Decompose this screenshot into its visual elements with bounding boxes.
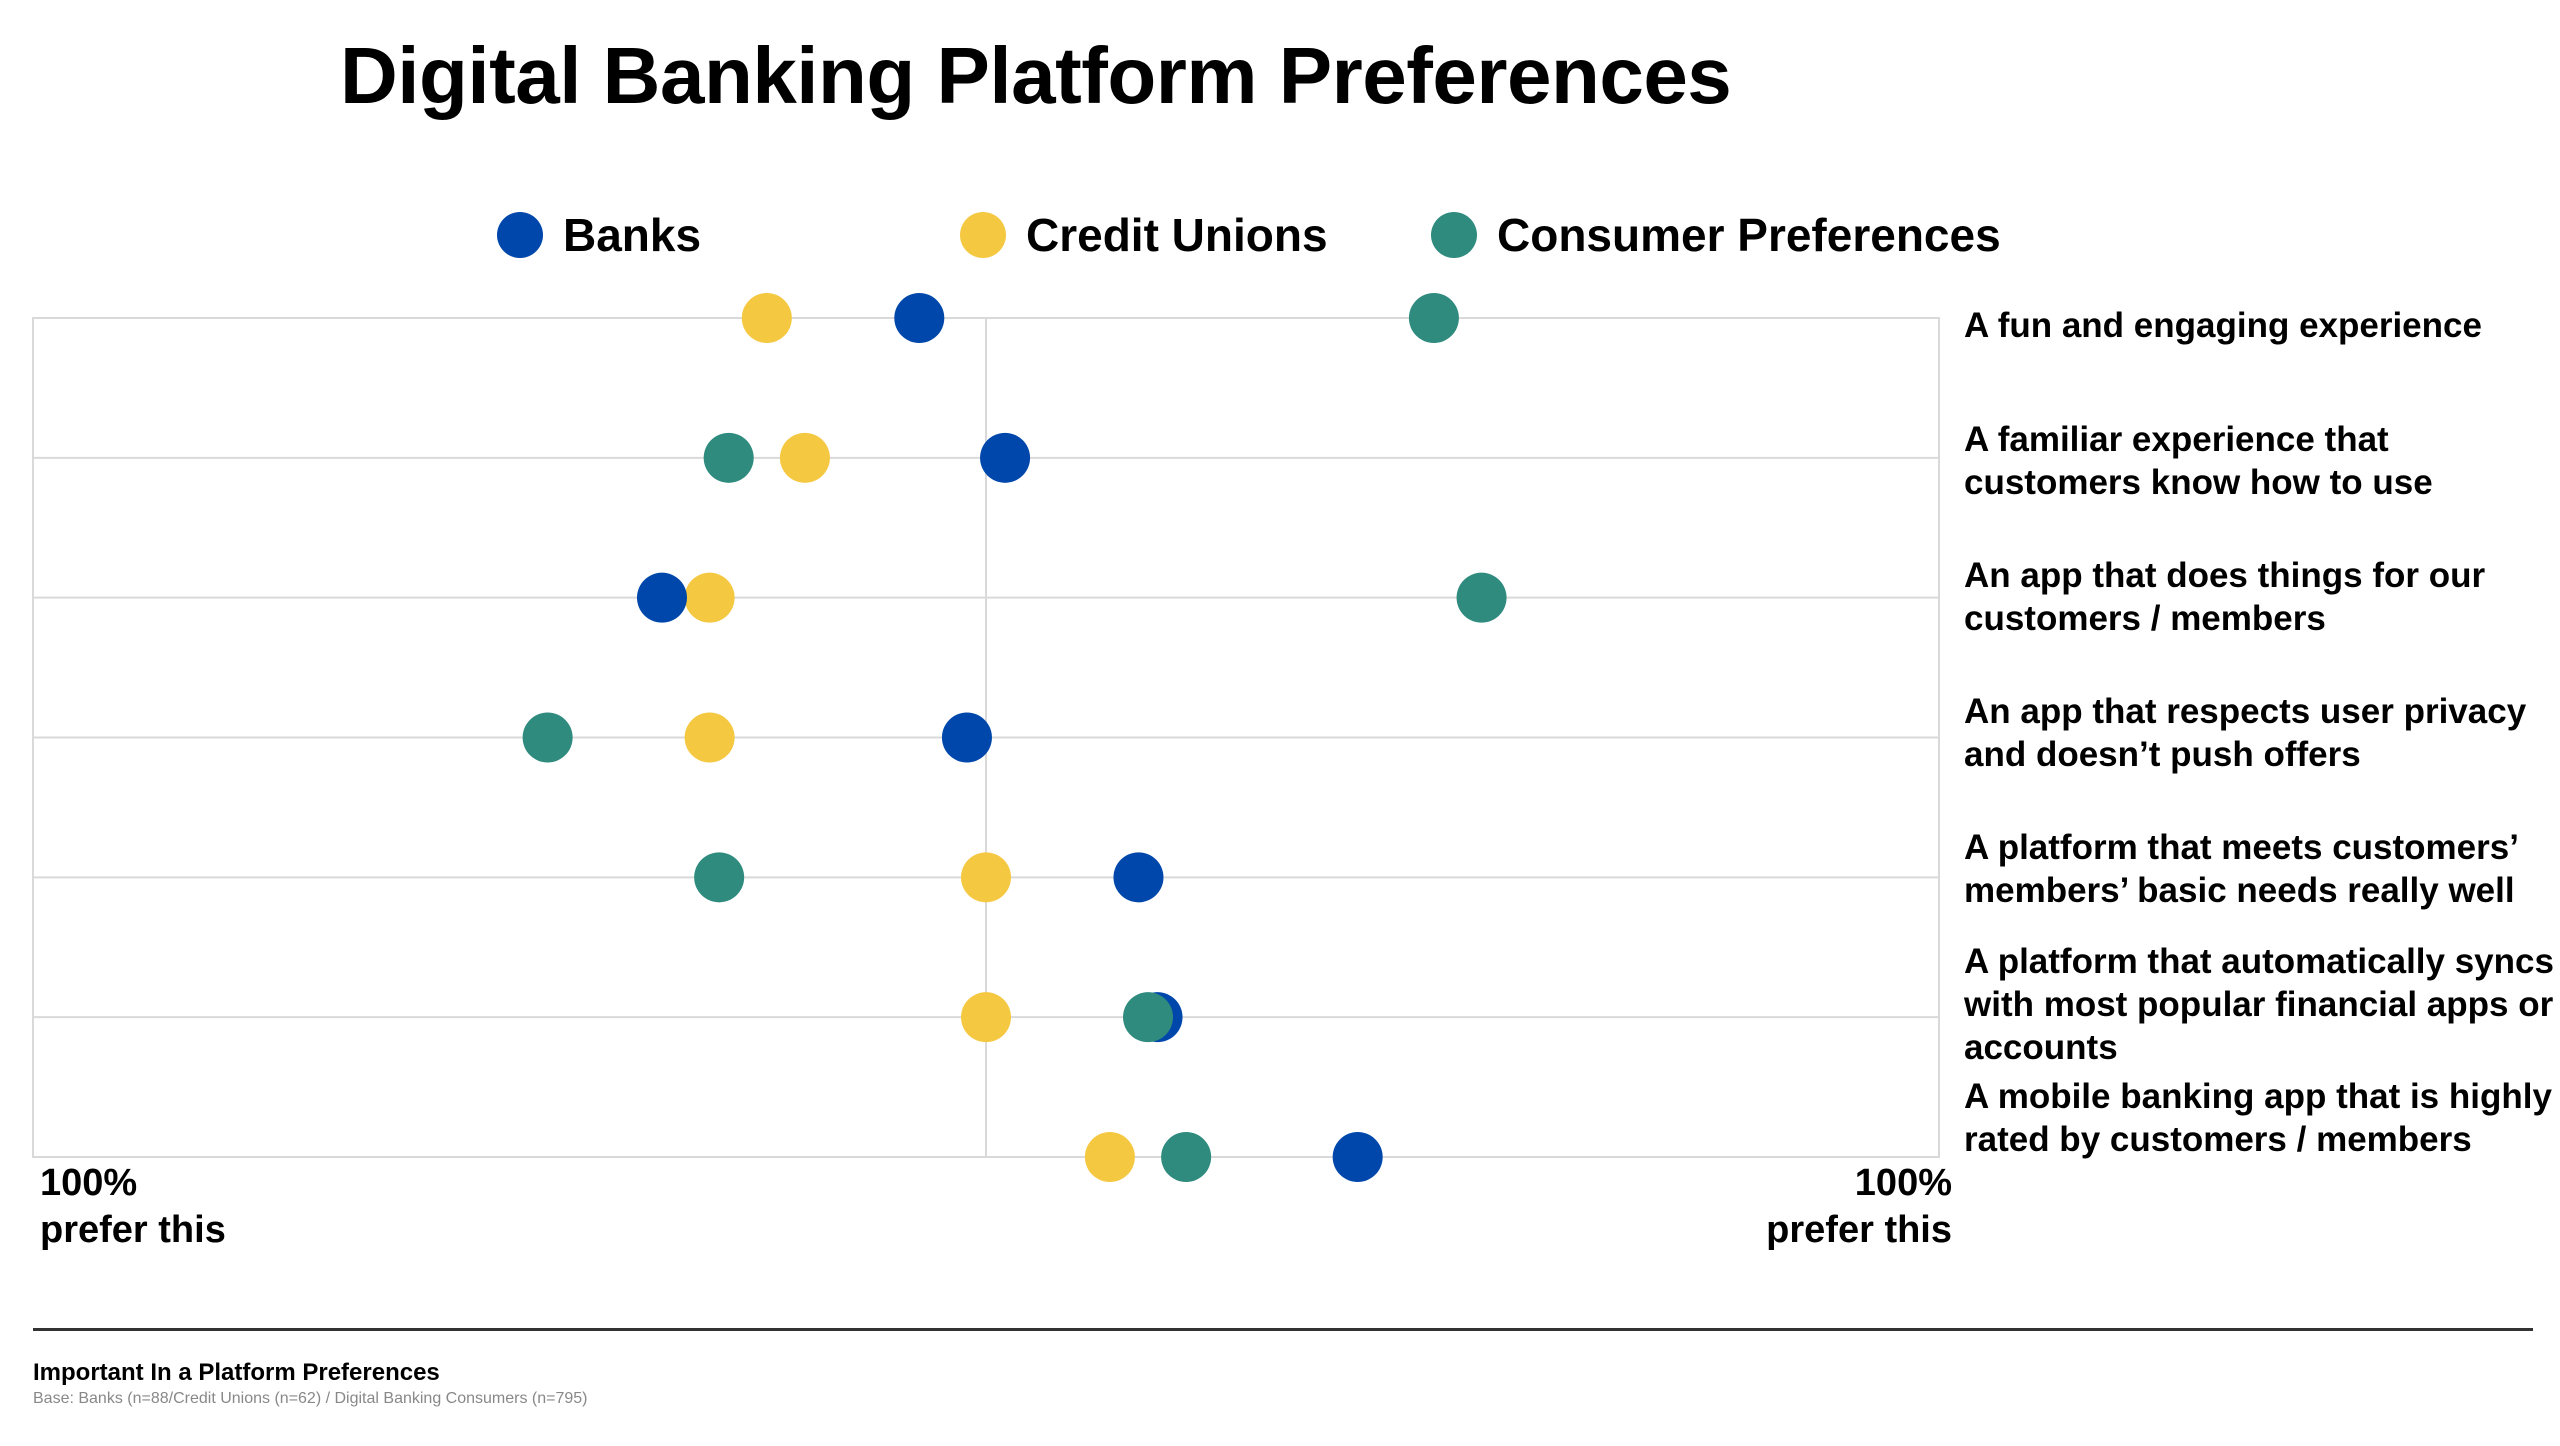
point-credit-unions-4 — [684, 712, 735, 763]
point-banks-1 — [894, 293, 945, 343]
axis-left-line-1: 100% — [40, 1162, 138, 1204]
axis-left-line-2: prefer this — [40, 1209, 226, 1251]
row-label-4: An app that respects user privacy and do… — [1964, 692, 2527, 774]
point-banks-4 — [941, 712, 992, 763]
legend-label-credit-unions: Credit Unions — [1026, 209, 1328, 261]
point-credit-unions-3 — [684, 572, 735, 623]
legend-dot-credit-unions — [960, 212, 1006, 258]
point-credit-unions-5 — [961, 852, 1011, 903]
point-consumer-preferences-4 — [522, 712, 573, 763]
legend-label-consumer-preferences: Consumer Preferences — [1497, 209, 2001, 261]
axis-right-line-1: 100% — [1854, 1162, 1952, 1204]
point-consumer-preferences-3 — [1456, 572, 1507, 623]
legend-dot-consumer-preferences — [1431, 212, 1477, 258]
footer-title: Important In a Platform Preferences — [33, 1359, 440, 1386]
point-banks-5 — [1113, 852, 1164, 903]
point-credit-unions-7 — [1084, 1132, 1135, 1182]
chart-title: Digital Banking Platform Preferences — [340, 31, 1732, 120]
footer-divider — [33, 1328, 2533, 1331]
axis-left-label: 100% prefer this — [40, 1160, 226, 1254]
row-label-1: A fun and engaging experience — [1964, 306, 2482, 345]
point-consumer-preferences-2 — [703, 432, 754, 483]
footer-base-note: Base: Banks (n=88/Credit Unions (n=62) /… — [33, 1390, 588, 1407]
point-credit-unions-1 — [741, 293, 792, 343]
row-label-2: A familiar experience that customers kno… — [1964, 420, 2433, 502]
point-consumer-preferences-5 — [694, 852, 745, 903]
point-consumer-preferences-6 — [1123, 992, 1174, 1043]
legend-item-credit-unions: Credit Unions — [960, 205, 1328, 265]
point-banks-3 — [636, 572, 687, 623]
row-label-3: An app that does things for our customer… — [1964, 556, 2486, 638]
point-banks-7 — [1332, 1132, 1383, 1182]
legend: Banks Credit Unions Consumer Preferences — [0, 205, 2560, 265]
row-label-7: A mobile banking app that is highly rate… — [1964, 1077, 2552, 1159]
axis-right-label: 100% prefer this — [1766, 1160, 1952, 1254]
row-label-6: A platform that automatically syncs with… — [1964, 942, 2554, 1067]
legend-item-consumer-preferences: Consumer Preferences — [1431, 205, 2001, 265]
point-credit-unions-2 — [779, 432, 830, 483]
point-credit-unions-6 — [961, 992, 1011, 1043]
legend-item-banks: Banks — [497, 205, 701, 265]
point-banks-2 — [980, 432, 1031, 483]
point-consumer-preferences-7 — [1161, 1132, 1212, 1182]
point-consumer-preferences-1 — [1408, 293, 1459, 343]
axis-right-line-2: prefer this — [1766, 1209, 1952, 1251]
legend-dot-banks — [497, 212, 543, 258]
row-label-5: A platform that meets customers’ members… — [1964, 828, 2518, 910]
legend-label-banks: Banks — [563, 209, 702, 261]
